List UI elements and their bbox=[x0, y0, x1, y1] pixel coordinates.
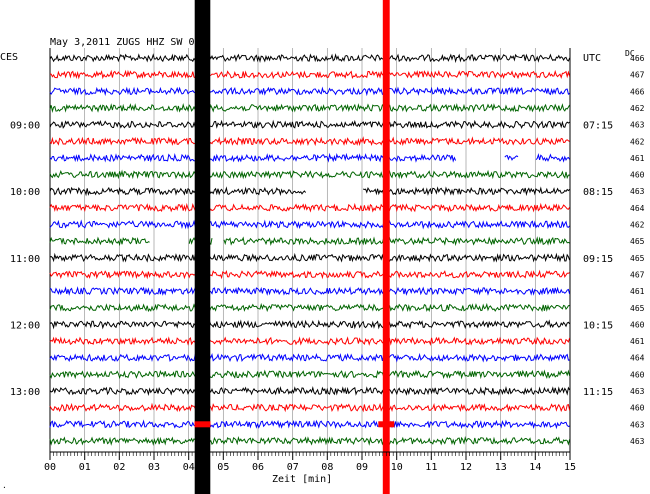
x-tick-label-2: 02 bbox=[113, 462, 125, 473]
trace-19 bbox=[49, 369, 571, 380]
left-timezone-label: CES bbox=[0, 52, 18, 63]
dc-value-13: 467 bbox=[630, 270, 645, 279]
x-tick-label-3: 03 bbox=[148, 462, 160, 473]
dc-value-2: 466 bbox=[630, 87, 645, 96]
left-time-label-4: 13:00 bbox=[10, 387, 40, 398]
x-tick-label-11: 11 bbox=[425, 462, 437, 473]
left-time-label-3: 12:00 bbox=[10, 320, 40, 331]
dc-value-4: 463 bbox=[630, 121, 645, 130]
event-band-1 bbox=[382, 0, 390, 494]
dc-value-19: 460 bbox=[630, 370, 645, 379]
dc-value-3: 462 bbox=[630, 104, 645, 113]
trace-1 bbox=[49, 69, 571, 80]
event-bands bbox=[194, 0, 395, 494]
x-tick-label-4: 04 bbox=[183, 462, 195, 473]
dc-value-9: 464 bbox=[630, 204, 645, 213]
x-tick-label-0: 00 bbox=[44, 462, 56, 473]
x-tick-label-13: 13 bbox=[495, 462, 507, 473]
dc-label: DC bbox=[625, 49, 635, 58]
trace-12 bbox=[49, 252, 571, 263]
trace-21 bbox=[49, 402, 571, 413]
dc-value-6: 461 bbox=[630, 154, 645, 163]
x-axis: 00 01 02 03 04 05 06 07 08 09 10 11 12 13 14 15 bbox=[44, 451, 576, 473]
dc-value-17: 461 bbox=[630, 337, 645, 346]
x-tick-label-5: 05 bbox=[217, 462, 229, 473]
x-tick-label-8: 08 bbox=[321, 462, 333, 473]
right-time-label-0: UTC bbox=[583, 53, 601, 64]
left-time-label-0: 09:00 bbox=[10, 121, 40, 132]
dc-value-21: 460 bbox=[630, 404, 645, 413]
event-band-0 bbox=[194, 0, 211, 494]
event-marker-0 bbox=[194, 421, 211, 428]
right-time-label-5: 11:15 bbox=[583, 387, 613, 398]
trace-14 bbox=[49, 286, 571, 296]
traces bbox=[49, 53, 571, 446]
x-tick-label-15: 15 bbox=[564, 462, 576, 473]
event-marker-1 bbox=[378, 421, 395, 428]
x-tick-label-6: 06 bbox=[252, 462, 264, 473]
dc-value-10: 462 bbox=[630, 221, 645, 230]
dc-value-23: 463 bbox=[630, 437, 645, 446]
x-axis-label: Zeit [min] bbox=[272, 474, 332, 485]
dc-value-12: 465 bbox=[630, 254, 645, 263]
trace-18 bbox=[49, 352, 570, 363]
trace-4 bbox=[49, 119, 570, 130]
x-tick-label-9: 09 bbox=[356, 462, 368, 473]
x-tick-label-10: 10 bbox=[391, 462, 403, 473]
left-time-label-1: 10:00 bbox=[10, 187, 40, 198]
trace-5 bbox=[49, 136, 570, 147]
labels: 466 467 466 462 463 462 461 460 463 464 462 465 465 4… bbox=[10, 53, 645, 446]
right-time-label-1: 07:15 bbox=[583, 121, 613, 132]
left-time-label-2: 11:00 bbox=[10, 254, 40, 265]
grid-lines bbox=[49, 48, 571, 452]
dc-value-5: 462 bbox=[630, 137, 645, 146]
corner-mark: . bbox=[2, 481, 7, 490]
trace-3 bbox=[49, 103, 571, 113]
trace-15 bbox=[49, 302, 570, 313]
x-tick-label-14: 14 bbox=[529, 462, 541, 473]
dc-value-1: 467 bbox=[630, 71, 645, 80]
dc-value-16: 460 bbox=[630, 320, 645, 329]
x-tick-label-1: 01 bbox=[79, 462, 91, 473]
dc-value-22: 463 bbox=[630, 420, 645, 429]
dc-value-20: 463 bbox=[630, 387, 645, 396]
trace-8 bbox=[49, 186, 570, 197]
dc-value-0: 466 bbox=[630, 54, 645, 63]
trace-2 bbox=[49, 86, 570, 97]
right-time-label-3: 09:15 bbox=[583, 254, 613, 265]
dc-value-11: 465 bbox=[630, 237, 645, 246]
dc-value-14: 461 bbox=[630, 287, 645, 296]
chart-title: May 3,2011 ZUGS HHZ SW 01 bbox=[50, 37, 201, 48]
trace-22 bbox=[49, 419, 570, 430]
dc-value-8: 463 bbox=[630, 187, 645, 196]
x-tick-label-7: 07 bbox=[287, 462, 299, 473]
trace-13 bbox=[49, 269, 570, 280]
trace-9 bbox=[49, 202, 571, 213]
dc-value-15: 465 bbox=[630, 304, 645, 313]
x-tick-label-12: 12 bbox=[460, 462, 472, 473]
dc-value-7: 460 bbox=[630, 171, 645, 180]
trace-16 bbox=[49, 319, 570, 330]
right-time-label-4: 10:15 bbox=[583, 320, 613, 331]
trace-0 bbox=[49, 53, 571, 64]
trace-17 bbox=[49, 336, 571, 346]
trace-20 bbox=[49, 385, 571, 397]
trace-7 bbox=[49, 169, 570, 180]
right-time-label-2: 08:15 bbox=[583, 187, 613, 198]
trace-23 bbox=[49, 435, 571, 446]
dc-value-18: 464 bbox=[630, 354, 645, 363]
trace-10 bbox=[49, 219, 570, 230]
